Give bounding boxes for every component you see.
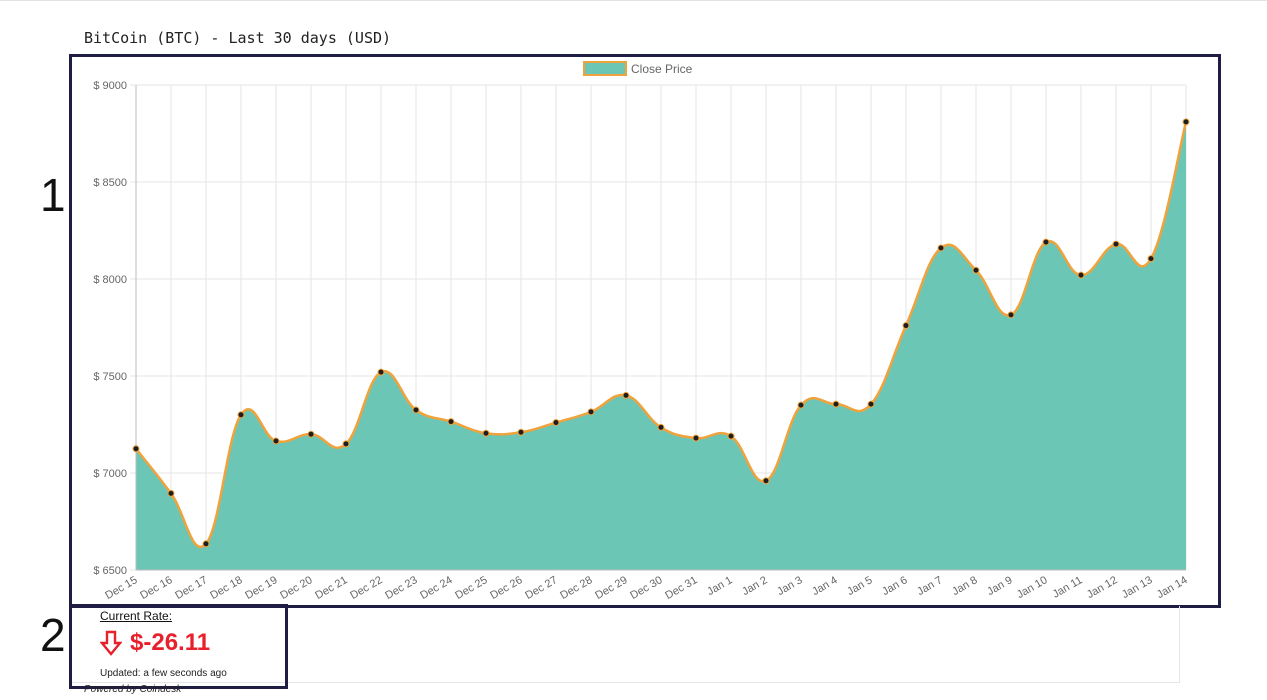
data-point-jan-6 (902, 322, 910, 330)
x-tick-label: Jan 13 (1120, 574, 1155, 601)
data-point-jan-11 (1077, 271, 1085, 279)
data-point-dec-17 (202, 540, 210, 548)
x-tick-label: Dec 16 (138, 574, 174, 602)
x-tick-label: Jan 1 (705, 574, 734, 598)
x-tick-label: Dec 15 (103, 574, 139, 602)
x-tick-label: Dec 28 (558, 574, 594, 602)
x-tick-label: Dec 24 (418, 574, 454, 602)
x-tick-label: Dec 27 (523, 574, 559, 602)
x-tick-label: Dec 26 (488, 574, 524, 602)
chart-frame (69, 54, 1221, 608)
data-point-dec-31 (692, 434, 700, 442)
x-tick-label: Dec 31 (663, 574, 699, 602)
data-point-jan-12 (1112, 240, 1120, 248)
y-tick-label: $ 6500 (93, 565, 127, 577)
data-point-dec-28 (587, 408, 595, 416)
x-tick-label: Jan 14 (1155, 574, 1190, 601)
x-tick-label: Jan 12 (1085, 574, 1120, 601)
y-tick-label: $ 7500 (93, 371, 127, 383)
data-point-jan-3 (797, 401, 805, 409)
x-tick-label: Dec 21 (313, 574, 349, 602)
y-tick-label: $ 7000 (93, 468, 127, 480)
x-tick-label: Jan 7 (915, 574, 944, 598)
y-tick-label: $ 9000 (93, 80, 127, 92)
callout-marker-1: 1 (40, 169, 66, 221)
x-tick-label: Jan 9 (985, 574, 1014, 598)
callout-marker-2: 2 (40, 609, 66, 661)
data-point-dec-25 (482, 429, 490, 437)
x-tick-label: Jan 10 (1015, 574, 1050, 601)
x-tick-label: Dec 20 (278, 574, 314, 602)
data-point-jan-5 (867, 400, 875, 408)
data-point-dec-21 (342, 440, 350, 448)
x-tick-label: Jan 11 (1051, 574, 1085, 601)
series-line (135, 121, 1188, 548)
x-tick-label: Jan 3 (775, 574, 804, 598)
legend-label: Close Price (631, 62, 693, 76)
data-point-dec-26 (517, 428, 525, 436)
data-point-jan-14 (1182, 118, 1190, 126)
data-point-dec-22 (377, 368, 385, 376)
current-rate-value: $-26.11 (130, 629, 211, 656)
x-tick-label: Dec 25 (453, 574, 489, 602)
page-title: BitCoin (BTC) - Last 30 days (USD) (84, 29, 392, 47)
x-tick-label: Dec 18 (208, 574, 244, 602)
data-point-dec-16 (167, 489, 175, 497)
y-tick-label: $ 8000 (93, 274, 127, 286)
top-divider (0, 0, 1267, 1)
data-point-dec-27 (552, 419, 560, 427)
x-tick-label: Jan 5 (845, 574, 874, 598)
data-point-jan-13 (1147, 255, 1155, 263)
x-tick-label: Jan 6 (880, 574, 909, 598)
data-point-dec-20 (307, 430, 315, 438)
x-tick-label: Dec 17 (173, 574, 209, 602)
data-point-jan-2 (762, 477, 770, 485)
x-tick-label: Dec 29 (593, 574, 629, 602)
legend-swatch (583, 61, 627, 76)
arrow-down-icon (100, 630, 122, 656)
data-point-jan-9 (1007, 311, 1015, 319)
data-point-jan-4 (832, 400, 840, 408)
x-tick-label: Dec 19 (243, 574, 279, 602)
data-point-dec-15 (132, 445, 140, 453)
rate-frame (69, 604, 288, 689)
series-area (136, 121, 1186, 571)
data-point-jan-8 (972, 266, 980, 274)
data-point-dec-23 (412, 406, 420, 414)
x-tick-label: Dec 22 (348, 574, 384, 602)
updated-text: Updated: a few seconds ago (100, 668, 227, 679)
data-point-dec-30 (657, 423, 665, 431)
current-rate-row: $-26.11 (100, 629, 210, 657)
x-tick-label: Dec 30 (628, 574, 664, 602)
data-point-dec-18 (237, 411, 245, 419)
current-rate-label: Current Rate: (100, 609, 173, 623)
x-tick-label: Jan 4 (810, 574, 839, 598)
x-tick-label: Jan 8 (950, 574, 979, 598)
powered-by-text: Powered by Coindesk (84, 684, 182, 695)
y-tick-label: $ 8500 (93, 177, 127, 189)
data-point-dec-24 (447, 418, 455, 426)
data-point-jan-7 (937, 244, 945, 252)
data-point-jan-10 (1042, 238, 1050, 246)
x-tick-label: Jan 2 (740, 574, 769, 598)
data-point-dec-29 (622, 391, 630, 399)
x-tick-label: Dec 23 (383, 574, 419, 602)
data-point-dec-19 (272, 437, 280, 445)
data-point-jan-1 (727, 432, 735, 440)
